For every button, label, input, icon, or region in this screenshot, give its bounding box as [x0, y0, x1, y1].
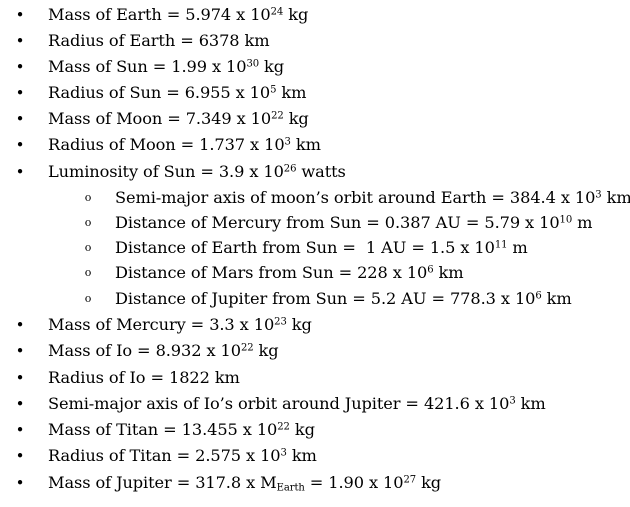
list-item-text: Distance of Mercury from Sun = 0.387 AU …	[115, 213, 593, 232]
bullet: •	[15, 395, 25, 413]
list-item-text: Radius of Earth = 6378 km	[48, 31, 270, 50]
bullet: •	[15, 6, 25, 24]
sub-bullet: o	[84, 266, 92, 279]
bullet: •	[15, 58, 25, 76]
bullet: •	[15, 474, 25, 492]
list-item-text: Radius of Io = 1822 km	[48, 368, 240, 387]
bullet: •	[15, 32, 25, 50]
list-item-text: Distance of Jupiter from Sun = 5.2 AU = …	[115, 289, 572, 308]
list-item-text: Semi-major axis of Io’s orbit around Jup…	[48, 394, 546, 413]
list-item-text: Semi-major axis of moon’s orbit around E…	[115, 188, 630, 207]
bullet: •	[15, 316, 25, 334]
sub-bullet: o	[84, 292, 92, 305]
list-item-text: Mass of Moon = 7.349 x 1022 kg	[48, 109, 309, 128]
list-item-text: Radius of Sun = 6.955 x 105 km	[48, 83, 307, 102]
bullet: •	[15, 110, 25, 128]
bullet: •	[15, 421, 25, 439]
list-item-text: Mass of Sun = 1.99 x 1030 kg	[48, 57, 285, 76]
list-item-text: Mass of Earth = 5.974 x 1024 kg	[48, 5, 309, 24]
sub-bullet: o	[84, 216, 92, 229]
bullet: •	[15, 342, 25, 360]
bullet: •	[15, 84, 25, 102]
list-item-text: Luminosity of Sun = 3.9 x 1026 watts	[48, 162, 346, 181]
bullet: •	[15, 136, 25, 154]
bullet: •	[15, 163, 25, 181]
list-item-text: Mass of Io = 8.932 x 1022 kg	[48, 341, 279, 360]
list-item-text: Distance of Mars from Sun = 228 x 106 km	[115, 263, 464, 282]
list-item-text: Radius of Moon = 1.737 x 103 km	[48, 135, 321, 154]
list-item-text: Mass of Mercury = 3.3 x 1023 kg	[48, 315, 312, 334]
sub-bullet: o	[84, 241, 92, 254]
bullet: •	[15, 369, 25, 387]
list-item-text: Mass of Jupiter = 317.8 x MEarth = 1.90 …	[48, 473, 442, 494]
bullet: •	[15, 447, 25, 465]
list-item-text: Distance of Earth from Sun = 1 AU = 1.5 …	[115, 238, 528, 257]
list-item-text: Radius of Titan = 2.575 x 103 km	[48, 446, 317, 465]
list-item-text: Mass of Titan = 13.455 x 1022 kg	[48, 420, 315, 439]
sub-bullet: o	[84, 191, 92, 204]
